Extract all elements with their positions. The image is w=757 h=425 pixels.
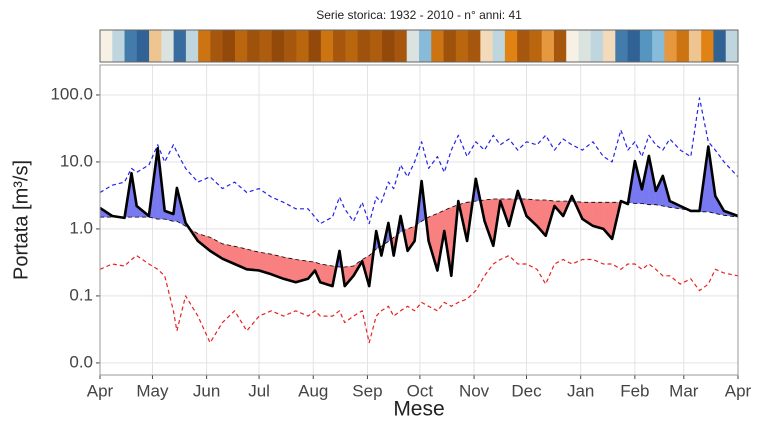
strip-cell [185, 30, 199, 62]
x-axis-label: Mese [393, 398, 444, 421]
x-tick-label: Jan [567, 381, 594, 400]
series-line [99, 145, 739, 288]
strip-cell [468, 30, 481, 62]
strip-cell [504, 30, 518, 62]
strip-cell [419, 30, 432, 62]
strip-cell [173, 30, 187, 62]
strip-cell [639, 30, 653, 62]
strip-cell [529, 30, 543, 62]
strip-cell [296, 30, 309, 62]
strip-cell [234, 30, 248, 62]
x-tick-label: May [136, 381, 169, 400]
strip-cell [124, 30, 138, 62]
x-tick-label: Oct [407, 381, 434, 400]
strip-cell [406, 30, 420, 62]
strip-cell [161, 30, 175, 62]
strip-cell [271, 30, 285, 62]
strip-cell [308, 30, 322, 62]
strip-cell [701, 30, 714, 62]
strip-cell [320, 30, 334, 62]
strip-cell [136, 30, 150, 62]
series-line [100, 198, 739, 268]
strip-cell [676, 30, 690, 62]
y-tick-label: 10.0 [60, 151, 93, 170]
shade [246, 248, 260, 271]
strip-cell [394, 30, 408, 62]
chart-title: Serie storica: 1932 - 2010 - n° anni: 41 [316, 8, 522, 22]
x-tick-label: Jun [193, 381, 220, 400]
strip-cell [603, 30, 616, 62]
x-tick-label: Apr [87, 381, 114, 400]
strip-cell [222, 30, 236, 62]
strip-cell [357, 30, 371, 62]
y-tick-label: 100.0 [50, 84, 93, 103]
strip-cell [247, 30, 260, 62]
y-tick-label: 0.0 [69, 352, 93, 371]
y-axis-label: Portata [m³/s] [10, 160, 32, 280]
strip-cell [112, 30, 125, 62]
x-tick-label: Feb [620, 381, 649, 400]
strip-cell [284, 30, 297, 62]
strip-cell [541, 30, 555, 62]
strip-cell [333, 30, 346, 62]
series-line [99, 97, 739, 225]
x-tick-label: Mar [669, 381, 699, 400]
strip-cell [578, 30, 592, 62]
x-tick-label: Jul [248, 381, 270, 400]
strip-cell [369, 30, 383, 62]
strip-frame [99, 29, 739, 63]
strip-cell [688, 30, 702, 62]
series-line [99, 255, 739, 344]
strip-cell [652, 30, 665, 62]
strip-cell [382, 30, 395, 62]
y-tick-label: 0.1 [69, 285, 93, 304]
shade [592, 202, 604, 230]
y-tick-label: 1.0 [69, 218, 93, 237]
x-tick-label: Dec [511, 381, 542, 400]
strip-cell [615, 30, 628, 62]
strip-cell [590, 30, 604, 62]
strip-cell [345, 30, 359, 62]
strip-cell [480, 30, 494, 62]
strip-cell [713, 30, 727, 62]
strip-cell [210, 30, 224, 62]
strip-cell [431, 30, 444, 62]
plot-frame [99, 64, 739, 376]
strip-cell [664, 30, 678, 62]
x-tick-label: Aug [298, 381, 328, 400]
strip-cell [725, 30, 739, 62]
strip-cell [443, 30, 457, 62]
x-tick-label: Sep [352, 381, 382, 400]
strip-cell [627, 30, 641, 62]
strip-cell [100, 30, 113, 62]
x-tick-label: Nov [459, 381, 490, 400]
strip-cell [492, 30, 506, 62]
strip-cell [149, 30, 162, 62]
strip-cell [198, 30, 211, 62]
strip-cell [566, 30, 579, 62]
strip-cell [455, 30, 469, 62]
strip-cell [259, 30, 273, 62]
strip-cell [517, 30, 530, 62]
x-tick-label: Apr [725, 381, 752, 400]
strip-cell [553, 30, 567, 62]
